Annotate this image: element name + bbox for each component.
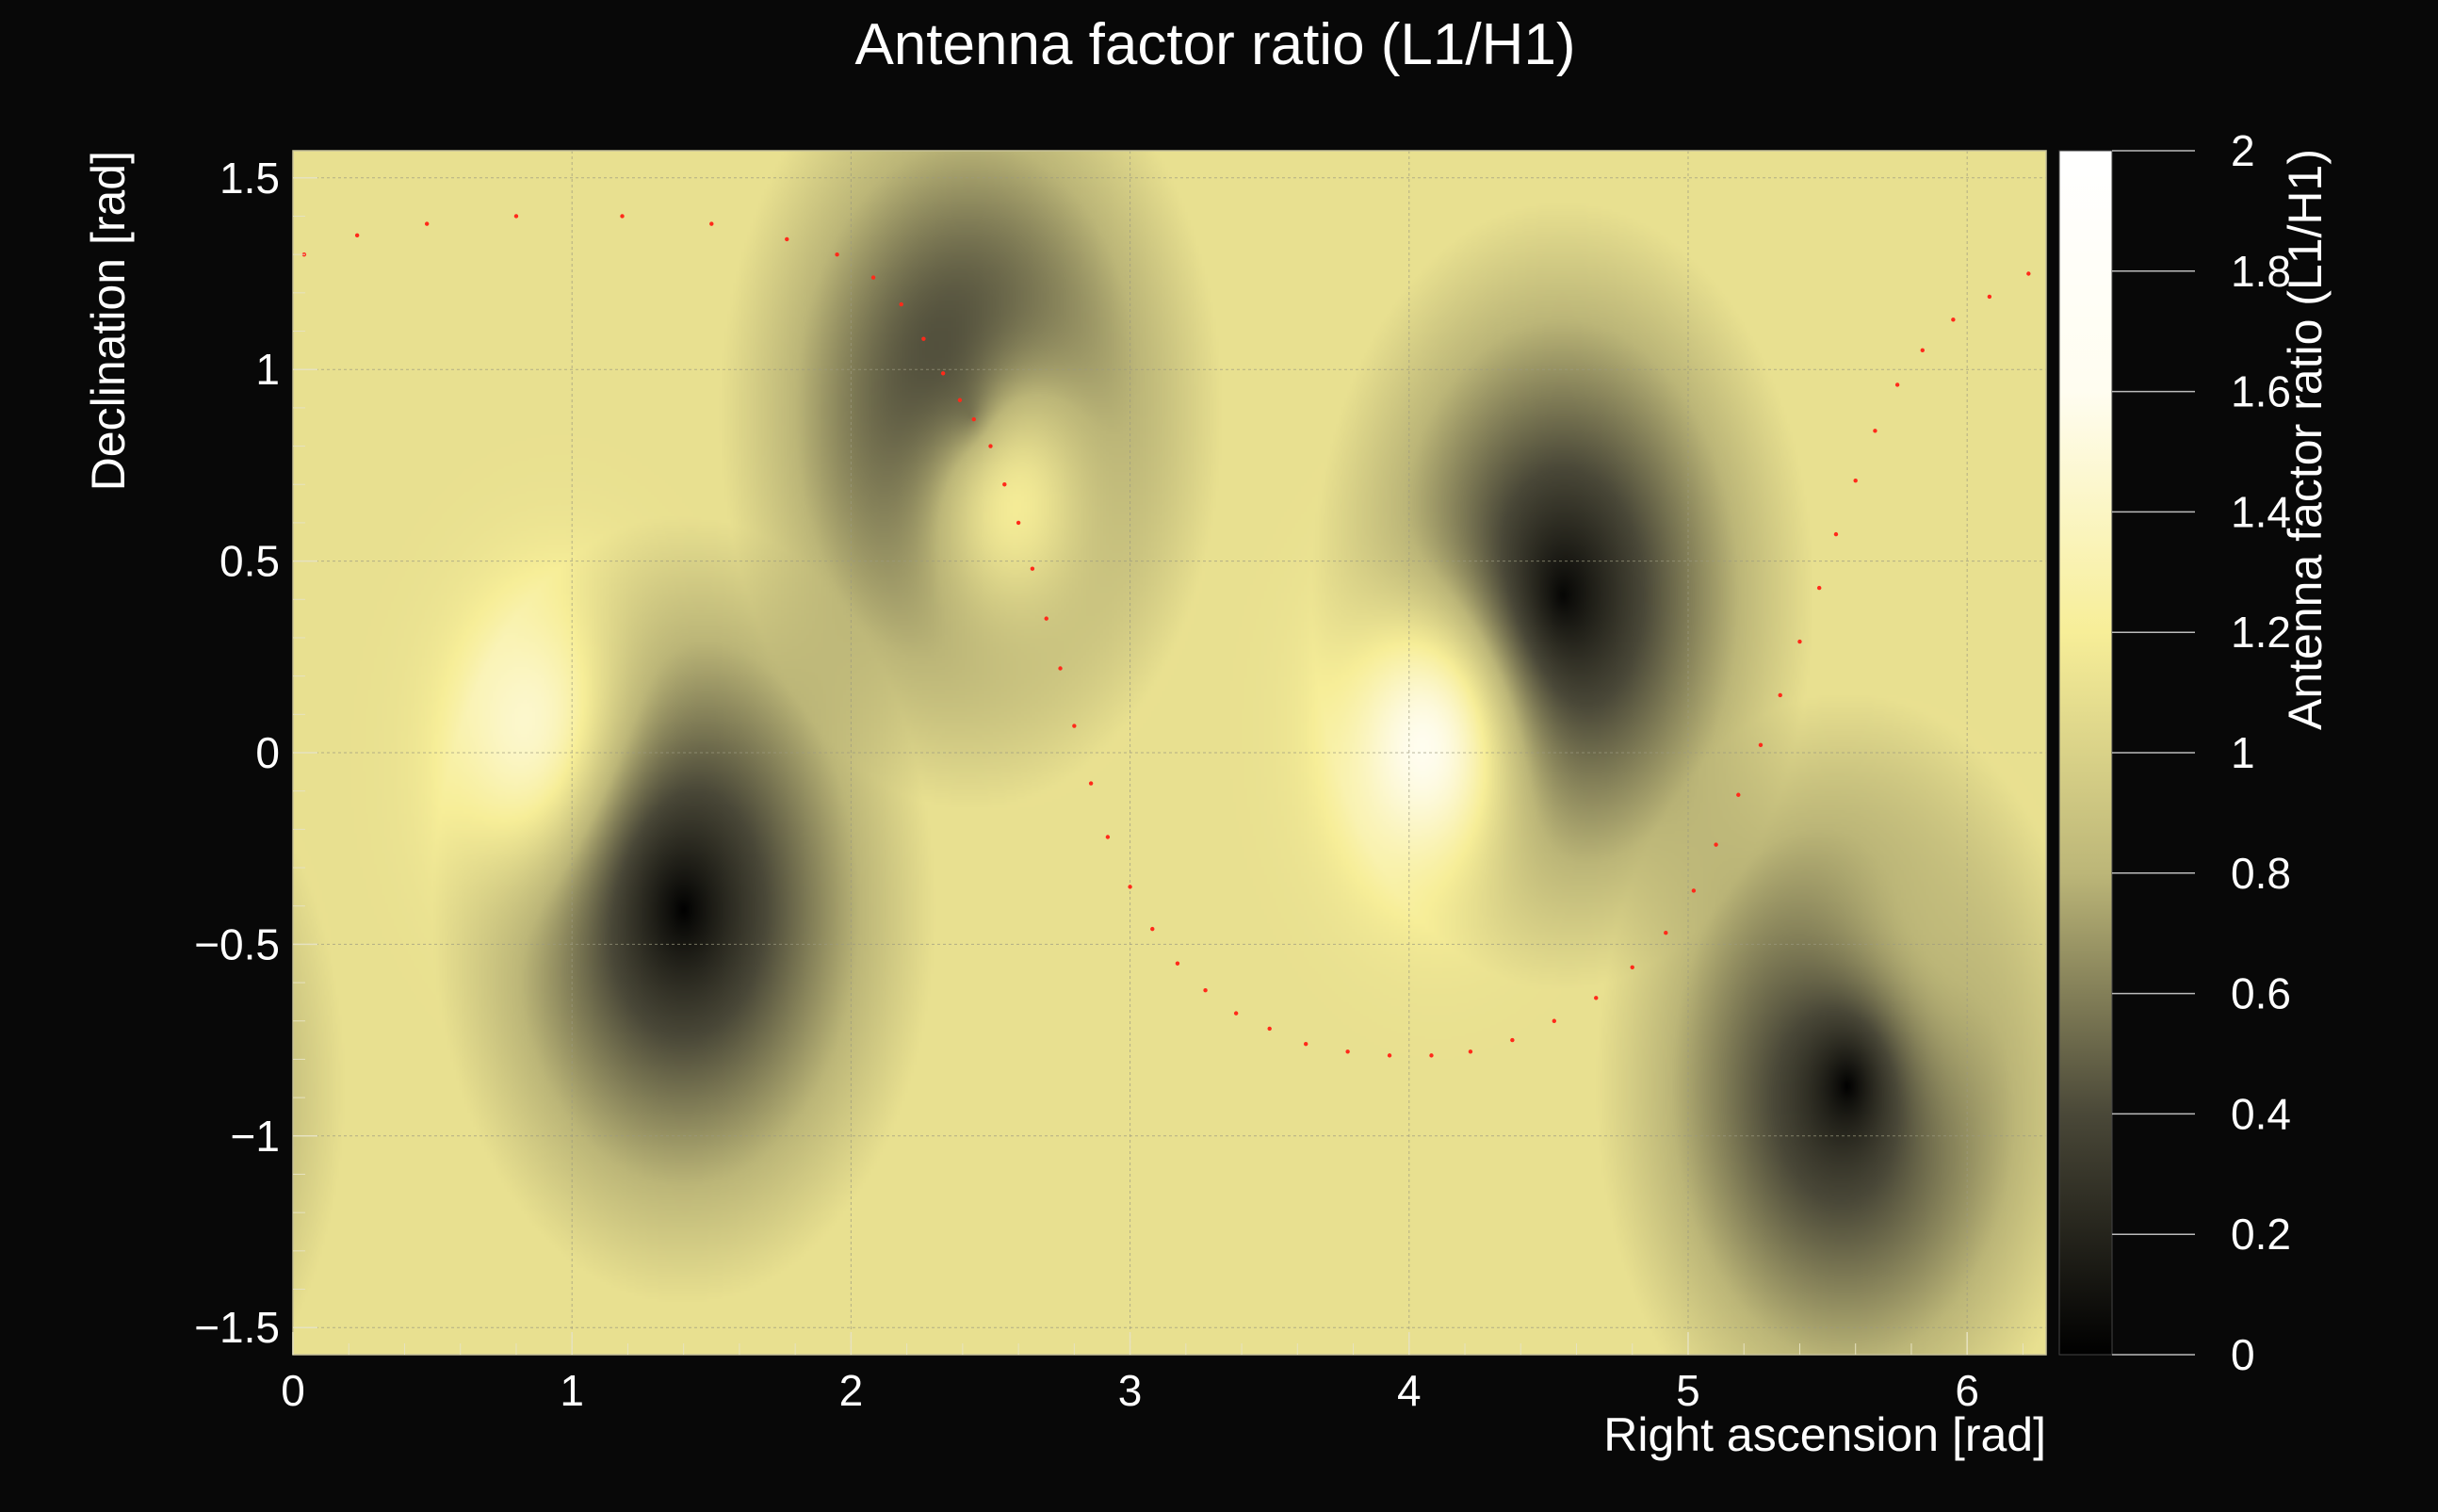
colorbar-tick-label: 1.4 [2231, 487, 2291, 536]
track-point [921, 336, 926, 341]
track-point [940, 371, 946, 376]
track-point [1105, 835, 1111, 839]
colorbar: 0 0.2 0.4 0.6 0.8 1 1.2 1.4 1.6 1.8 2 [2058, 126, 2291, 1379]
y-tick-label: −1.5 [194, 1303, 280, 1352]
x-tick-label: 6 [1955, 1366, 1979, 1415]
colorbar-tick-label: 1 [2231, 728, 2255, 777]
track-point [513, 214, 519, 219]
x-tick-label: 1 [560, 1366, 584, 1415]
track-point [709, 221, 714, 226]
y-tick-label: −0.5 [194, 919, 280, 968]
track-point [1088, 781, 1094, 786]
axes: 0 1 2 3 4 5 6 1.5 1 0.5 0 −0.5 −1 −1.5 [194, 150, 2047, 1415]
track-point [1873, 429, 1877, 433]
y-tick-label: −1 [231, 1112, 280, 1161]
track-point [1303, 1041, 1308, 1047]
track-point [1987, 294, 1992, 300]
track-point [1030, 566, 1035, 571]
track-point [1016, 520, 1021, 526]
track-point [424, 221, 430, 226]
colorbar-tick-label: 1.6 [2231, 367, 2291, 416]
colorbar-label: Antenna factor ratio (L1/H1) [2279, 149, 2332, 730]
track-point [1267, 1026, 1272, 1032]
track-point [1853, 478, 1858, 483]
grid-lines [293, 151, 2046, 1355]
colorbar-tick-label: 0 [2231, 1330, 2255, 1379]
track-point [1128, 885, 1132, 889]
track-point [1797, 639, 1802, 644]
track-point [1468, 1049, 1473, 1054]
x-tick-label: 5 [1676, 1366, 1700, 1415]
track-point [870, 275, 876, 280]
track-point [1058, 666, 1063, 671]
y-tick-label: 0.5 [219, 537, 280, 586]
track-point [1951, 317, 1956, 322]
track-point [1714, 842, 1718, 847]
track-point [1894, 382, 1900, 387]
track-point [1387, 1053, 1392, 1058]
track-point [1691, 888, 1697, 893]
track-point [1664, 930, 1668, 935]
track-point [899, 301, 903, 307]
colorbar-tick-label: 0.4 [2231, 1089, 2291, 1138]
track-point [1510, 1037, 1515, 1043]
colorbar-ticks: 0 0.2 0.4 0.6 0.8 1 1.2 1.4 1.6 1.8 2 [2058, 126, 2291, 1379]
track-point [1203, 988, 1208, 993]
colorbar-tick-label: 2 [2231, 126, 2255, 175]
x-tick-label: 2 [839, 1366, 864, 1415]
track-point [1816, 585, 1822, 591]
x-axis-label: Right ascension [rad] [1603, 1408, 2046, 1461]
track-point [835, 252, 839, 257]
track-point [1175, 961, 1180, 966]
track-point [1758, 742, 1763, 748]
colorbar-scale [2059, 151, 2112, 1355]
track-point [1150, 926, 1155, 932]
track-point [1552, 1018, 1557, 1023]
track-point [1345, 1049, 1350, 1054]
x-tick-label: 0 [281, 1366, 305, 1415]
track-point [988, 444, 993, 448]
track-point [1002, 482, 1007, 487]
track-point [620, 214, 625, 219]
track-point [957, 398, 963, 402]
track-point [785, 236, 789, 242]
colorbar-tick-label: 0.2 [2231, 1210, 2291, 1259]
colorbar-tick-label: 1.2 [2231, 608, 2291, 657]
colorbar-tick-label: 1.8 [2231, 247, 2291, 296]
track-point [1044, 616, 1048, 621]
y-tick-label: 1.5 [219, 154, 280, 203]
x-tick-label: 3 [1118, 1366, 1143, 1415]
y-axis-label: Declination [rad] [82, 151, 135, 491]
track-point [1429, 1053, 1434, 1058]
track-point [1736, 792, 1741, 797]
track-point [1630, 965, 1634, 970]
x-tick-label: 4 [1397, 1366, 1422, 1415]
track-point [971, 416, 976, 422]
track-point [1833, 531, 1839, 537]
plot-area [293, 151, 2046, 1355]
track-point [1072, 723, 1077, 728]
chart-title: Antenna factor ratio (L1/H1) [854, 12, 1575, 77]
y-tick-label: 0 [255, 728, 280, 777]
track-point [1233, 1011, 1239, 1016]
colorbar-tick-label: 0.8 [2231, 849, 2291, 898]
track-point [354, 233, 360, 238]
y-tick-label: 1 [255, 345, 280, 394]
colorbar-tick-label: 0.6 [2231, 969, 2291, 1018]
track-point [1778, 692, 1782, 698]
track-point [2026, 271, 2031, 276]
track-point [1594, 996, 1599, 1000]
track-point [1920, 348, 1925, 353]
